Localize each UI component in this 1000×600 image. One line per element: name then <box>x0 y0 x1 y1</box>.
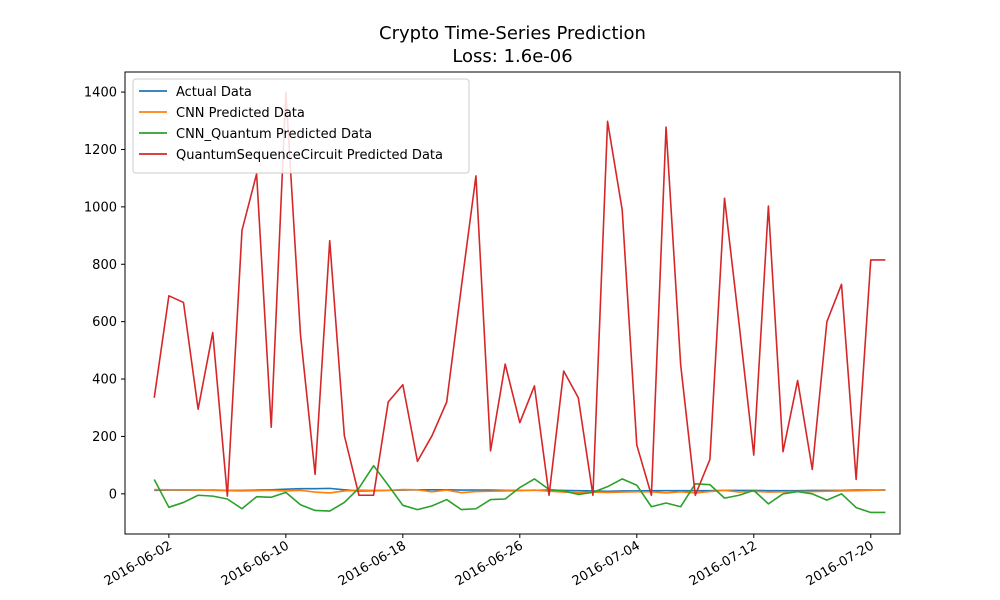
x-tick-label: 2016-07-20 <box>804 538 877 589</box>
legend-label-3: CNN_Quantum Predicted Data <box>176 127 372 142</box>
x-tick-label: 2016-06-18 <box>336 538 409 589</box>
series-line-2 <box>154 488 886 494</box>
y-tick-label: 1200 <box>84 143 117 158</box>
y-tick-label: 1400 <box>84 86 117 101</box>
chart-title: Crypto Time-Series Prediction <box>379 23 646 44</box>
x-tick-label: 2016-06-10 <box>219 538 292 589</box>
x-tick-label: 2016-07-12 <box>687 538 760 589</box>
x-tick-label: 2016-06-26 <box>453 538 526 589</box>
legend-label-4: QuantumSequenceCircuit Predicted Data <box>176 148 443 163</box>
chart-subtitle: Loss: 1.6e-06 <box>452 46 573 67</box>
legend-label-2: CNN Predicted Data <box>176 106 305 121</box>
y-tick-label: 200 <box>92 430 117 445</box>
axes-frame <box>124 71 901 535</box>
legend-box <box>132 78 470 174</box>
y-tick-label: 0 <box>109 487 117 502</box>
y-tick-label: 1000 <box>84 200 117 215</box>
y-tick-label: 800 <box>92 258 117 273</box>
y-tick-label: 600 <box>92 315 117 330</box>
legend-label-1: Actual Data <box>176 85 252 100</box>
x-tick-label: 2016-07-04 <box>570 538 643 589</box>
x-tick-label: 2016-06-02 <box>102 538 175 589</box>
series-line-4 <box>153 91 886 497</box>
series-line-3 <box>153 464 886 514</box>
y-tick-label: 400 <box>92 373 117 388</box>
